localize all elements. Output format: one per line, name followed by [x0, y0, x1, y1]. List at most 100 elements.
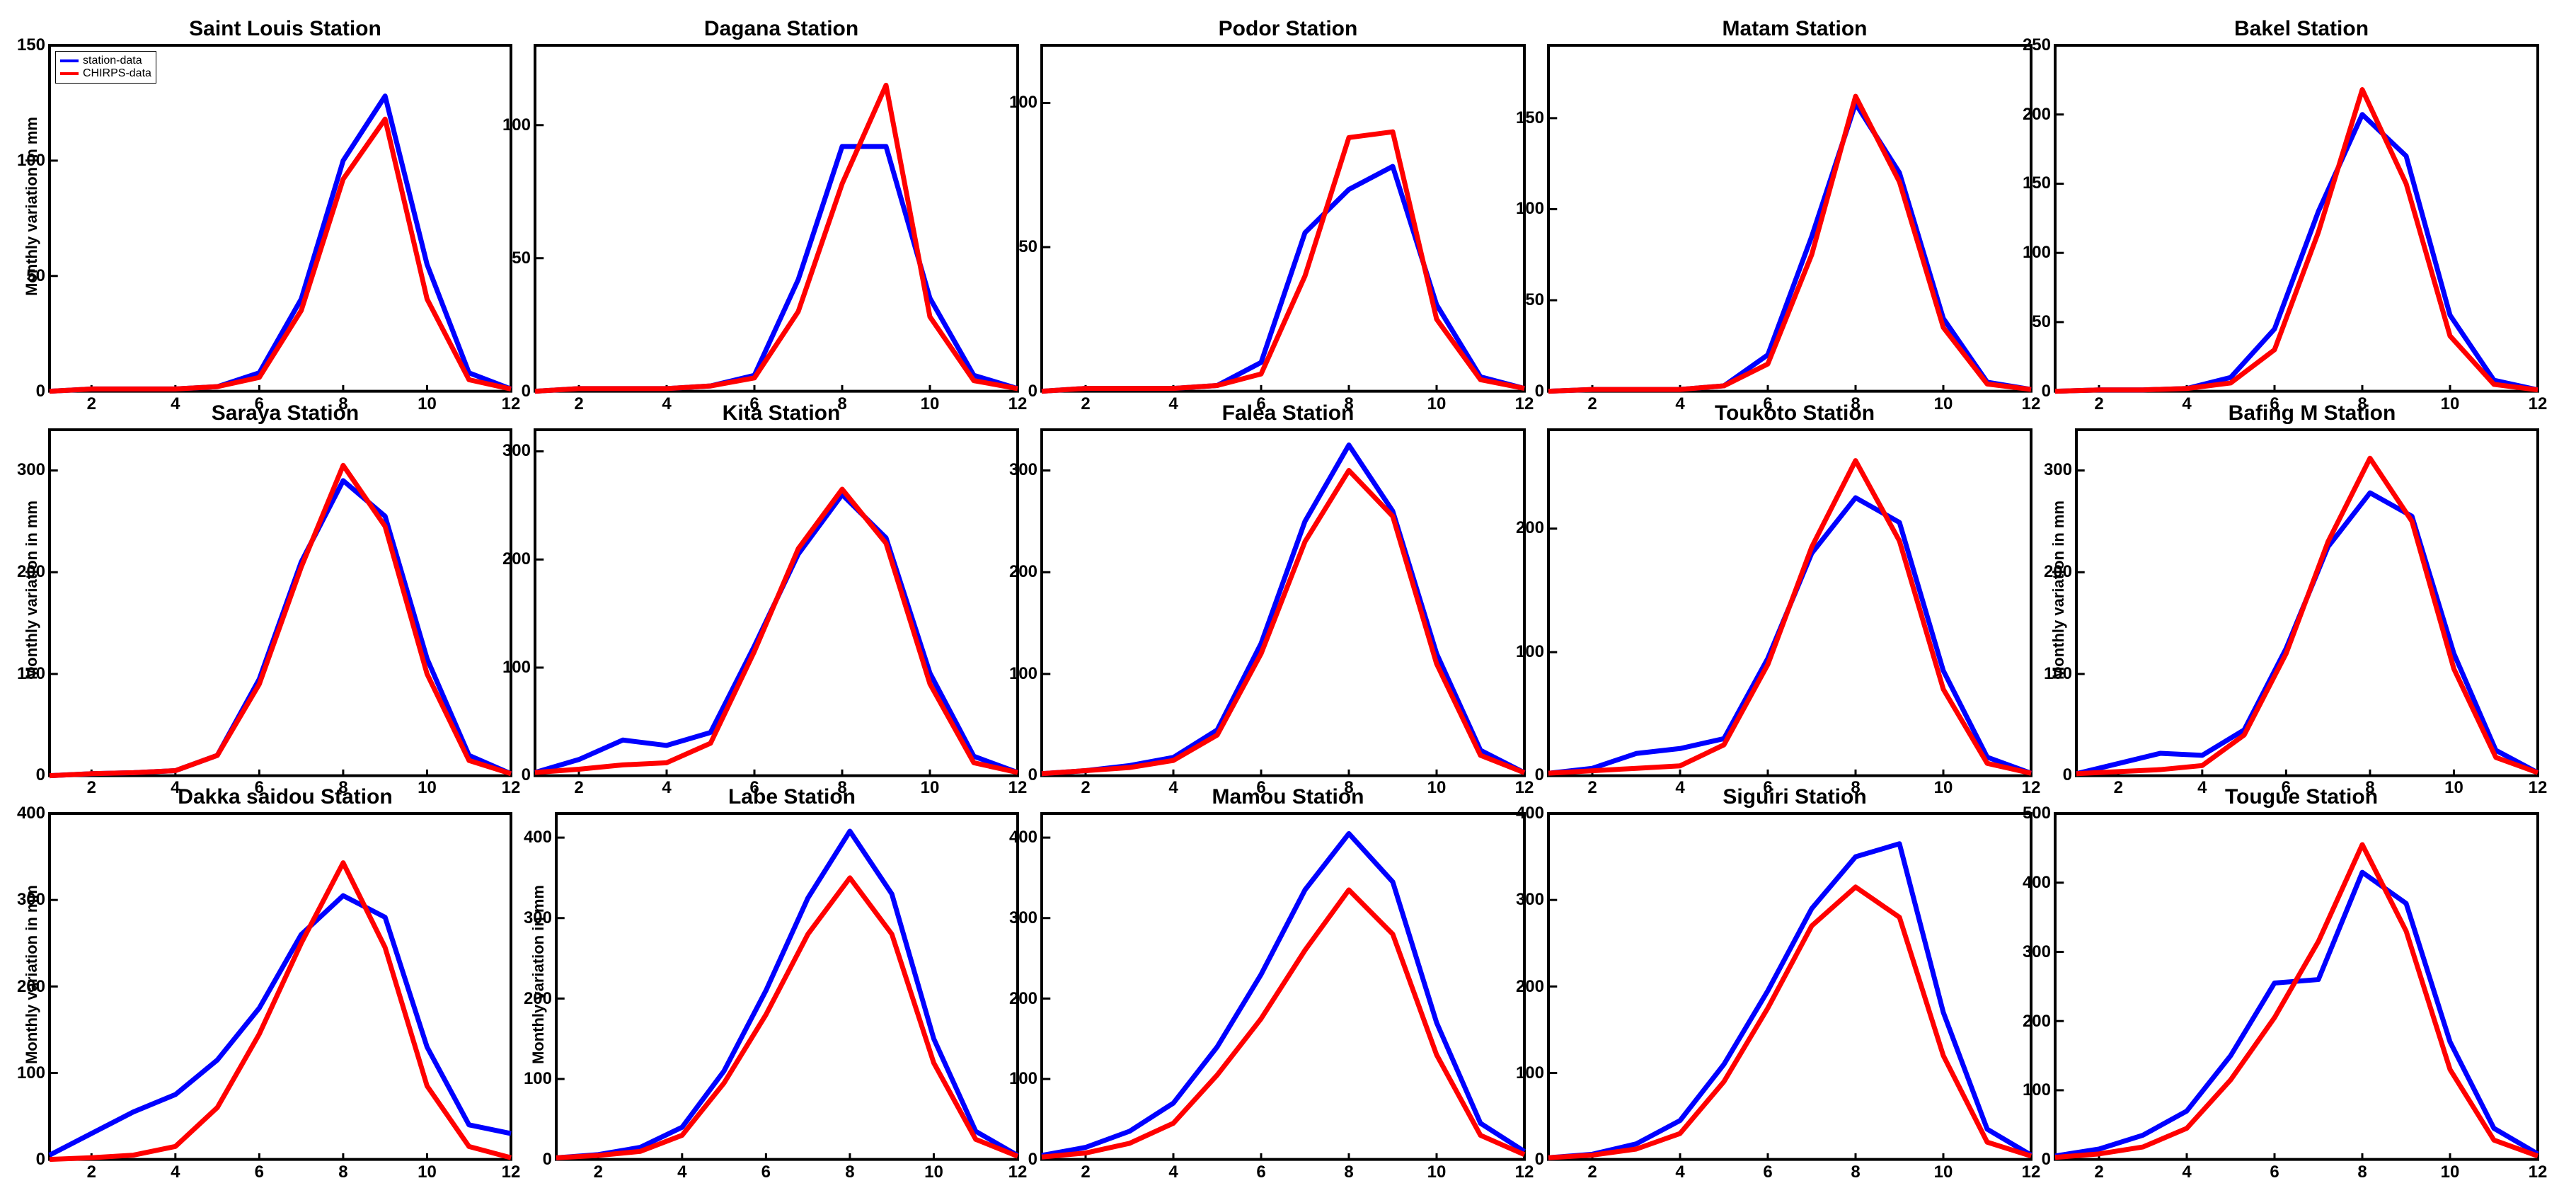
panel-2: Podor Station 24681012050100 [1035, 14, 1541, 399]
x-tick-label: 12 [502, 1163, 521, 1182]
series-chirps [1548, 96, 2031, 392]
x-tick-label: 10 [2441, 1163, 2460, 1182]
x-tick-label: 2 [594, 1163, 603, 1182]
panel-title: Kita Station [528, 399, 1035, 427]
x-tick-label: 12 [1515, 1163, 1534, 1182]
series-chirps [50, 863, 511, 1160]
legend-swatch [60, 72, 79, 75]
panel-9: Monthly variation in mmBafing M Station2… [2048, 399, 2555, 783]
x-tick-label: 4 [677, 1163, 686, 1182]
panel-0: Monthly variation in mmSaint Louis Stati… [21, 14, 528, 399]
series-chirps [1042, 132, 1524, 391]
legend-item: station-data [60, 55, 151, 67]
panel-13: Siguiri Station246810120100200300400 [1541, 782, 2048, 1167]
series-chirps [50, 119, 511, 391]
series-chirps [2055, 90, 2538, 392]
legend-swatch [60, 59, 79, 62]
plot-area: 246810120100200300400 [1042, 813, 1524, 1160]
panel-12: Mamou Station246810120100200300400 [1035, 782, 1541, 1167]
legend-item: CHIRPS-data [60, 67, 151, 80]
x-tick-label: 8 [845, 1163, 854, 1182]
legend-label: station-data [83, 55, 142, 67]
series-station [50, 896, 511, 1155]
panel-title: Podor Station [1035, 14, 1541, 42]
panel-8: Toukoto Station246810120100200 [1541, 399, 2048, 783]
panel-3: Matam Station24681012050100150 [1541, 14, 2048, 399]
x-tick-label: 8 [1344, 1163, 1353, 1182]
series-chirps [2055, 845, 2538, 1158]
panel-title: Falea Station [1035, 399, 1541, 427]
series-station [2076, 493, 2538, 774]
legend: station-dataCHIRPS-data [55, 51, 156, 84]
series-station [1548, 844, 2031, 1158]
plot-area: 24681012050100 [1042, 45, 1524, 392]
y-tick-label: 0 [543, 1150, 552, 1170]
plot-area: 246810120100200300400500 [2055, 813, 2538, 1160]
panel-1: Dagana Station 24681012050100 [528, 14, 1035, 399]
x-tick-label: 4 [1675, 1163, 1684, 1182]
x-tick-label: 12 [1008, 1163, 1028, 1182]
panel-title: Tougue Station [2048, 782, 2555, 811]
x-tick-label: 8 [2357, 1163, 2367, 1182]
panel-11: Monthly variation in mmLabe Station24681… [528, 782, 1035, 1167]
plot-area: 246810120100200300 [1042, 430, 1524, 776]
plot-area: 24681012050100150station-dataCHIRPS-data [50, 45, 511, 392]
x-tick-label: 2 [1587, 1163, 1597, 1182]
series-station [535, 147, 1018, 392]
y-tick-label: 100 [17, 1063, 45, 1083]
series-chirps [535, 85, 1018, 391]
series-chirps [1042, 470, 1524, 773]
series-chirps [2076, 458, 2538, 774]
x-tick-label: 8 [1851, 1163, 1860, 1182]
panel-title: Mamou Station [1035, 782, 1541, 811]
y-tick-label: 300 [17, 460, 45, 480]
panel-4: Bakel Station24681012050100150200250 [2048, 14, 2555, 399]
x-tick-label: 12 [2022, 1163, 2041, 1182]
series-station [2055, 872, 2538, 1156]
plot-area: 246810120100200300400 [556, 813, 1018, 1160]
plot-area: 246810120100200300 [2076, 430, 2538, 776]
y-tick-label: 0 [36, 1150, 45, 1170]
x-tick-label: 10 [1934, 1163, 1953, 1182]
panel-title: Dakka saidou Station [42, 782, 528, 811]
x-tick-label: 6 [1256, 1163, 1265, 1182]
x-tick-label: 12 [2529, 1163, 2548, 1182]
panel-title: Siguiri Station [1541, 782, 2048, 811]
x-tick-label: 6 [761, 1163, 771, 1182]
panel-title: Bafing M Station [2069, 399, 2555, 427]
series-chirps [1548, 460, 2031, 773]
x-tick-label: 6 [2270, 1163, 2279, 1182]
panel-title: Dagana Station [528, 14, 1035, 42]
x-tick-label: 6 [255, 1163, 264, 1182]
plot-area: 24681012050100150200250 [2055, 45, 2538, 392]
panel-7: Falea Station 246810120100200300 [1035, 399, 1541, 783]
x-tick-label: 4 [2182, 1163, 2191, 1182]
panel-5: Monthly variation in mmSaraya Station246… [21, 399, 528, 783]
y-tick-label: 300 [2044, 460, 2072, 480]
y-tick-label: 400 [17, 804, 45, 823]
y-axis-label: Monthly variation in mm [21, 885, 42, 1064]
series-station [535, 494, 1018, 772]
chart-grid: Monthly variation in mm Saint Louis Stati… [0, 0, 2576, 1188]
y-tick-label: 150 [17, 35, 45, 55]
panel-title: Saint Louis Station [42, 14, 528, 42]
x-tick-label: 4 [171, 1163, 180, 1182]
plot-area: 24681012050100 [535, 45, 1018, 392]
plot-area: 24681012050100150 [1548, 45, 2031, 392]
x-tick-label: 4 [1168, 1163, 1178, 1182]
series-chirps [556, 878, 1018, 1158]
y-tick-label: 100 [524, 1069, 552, 1089]
panel-title: Toukoto Station [1541, 399, 2048, 427]
plot-area: 246810120100200300400 [50, 813, 511, 1160]
plot-area: 246810120100200300400 [1548, 813, 2031, 1160]
panel-title: Labe Station [549, 782, 1035, 811]
y-axis-label: Monthly variation in mm [21, 501, 42, 680]
x-tick-label: 2 [87, 1163, 96, 1182]
panel-6: Kita Station246810120100200300 [528, 399, 1035, 783]
panel-10: Monthly variation in mm Dakka saidou Stat… [21, 782, 528, 1167]
x-tick-label: 6 [1763, 1163, 1772, 1182]
x-tick-label: 10 [418, 1163, 437, 1182]
series-station [1042, 445, 1524, 773]
panel-14: Tougue Station246810120100200300400500 [2048, 782, 2555, 1167]
series-station [1042, 834, 1524, 1156]
